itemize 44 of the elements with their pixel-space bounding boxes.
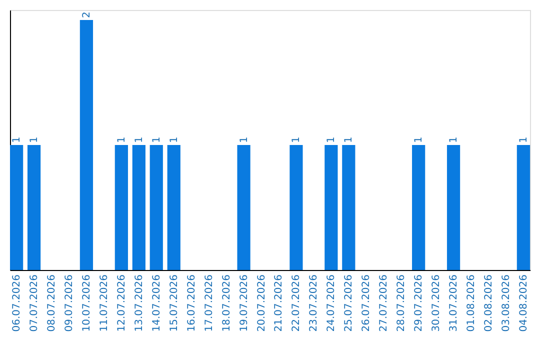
x-tick-label: 03.08.2026 (500, 274, 512, 332)
data-label: 1 (291, 136, 302, 143)
x-tick-label: 19.07.2026 (238, 274, 250, 332)
x-tick-label: 24.07.2026 (326, 274, 338, 332)
data-label: 1 (168, 136, 180, 143)
x-tick-label: 07.07.2026 (29, 274, 40, 332)
x-tick-label: 09.07.2026 (64, 274, 75, 332)
data-label: 1 (12, 136, 23, 143)
x-tick-label: 15.07.2026 (168, 274, 180, 332)
x-tick-label: 04.08.2026 (518, 274, 530, 332)
data-label: 1 (414, 136, 425, 143)
x-tick-label: 20.07.2026 (256, 274, 268, 332)
x-tick-label: 02.08.2026 (483, 274, 494, 332)
x-tick-label: 17.07.2026 (204, 274, 215, 332)
x-tick-label: 28.07.2026 (396, 274, 408, 332)
data-label: 1 (238, 136, 250, 143)
x-tick-label: 14.07.2026 (151, 274, 162, 332)
x-tick-label: 06.07.2026 (12, 274, 23, 332)
data-label: 1 (326, 136, 338, 143)
x-tick-label: 22.07.2026 (291, 274, 302, 332)
data-label: 2 (81, 12, 92, 18)
data-label: 1 (518, 136, 530, 143)
x-tick-label: 12.07.2026 (116, 274, 128, 332)
x-tick-label: 25.07.2026 (344, 274, 355, 332)
x-tick-label: 11.07.2026 (98, 274, 110, 332)
x-tick-label: 08.07.2026 (46, 274, 58, 332)
x-tick-label: 26.07.2026 (361, 274, 372, 332)
x-tick-label: 01.08.2026 (466, 274, 478, 332)
x-tick-label: 29.07.2026 (414, 274, 425, 332)
data-label: 1 (134, 136, 145, 143)
x-tick-label: 30.07.2026 (431, 274, 442, 332)
data-label: 1 (151, 136, 162, 143)
data-label: 1 (344, 136, 355, 143)
x-tick-label: 21.07.2026 (274, 274, 285, 332)
data-label: 1 (448, 136, 460, 143)
data-label: 1 (29, 136, 40, 143)
x-tick-label: 27.07.2026 (378, 274, 390, 332)
x-tick-label: 10.07.2026 (81, 274, 92, 332)
x-tick-label: 23.07.2026 (308, 274, 320, 332)
x-tick-label: 18.07.2026 (221, 274, 232, 332)
x-tick-label: 31.07.2026 (448, 274, 460, 332)
x-tick-label: 13.07.2026 (134, 274, 145, 332)
x-tick-label: 16.07.2026 (186, 274, 198, 332)
data-label: 1 (116, 136, 128, 143)
